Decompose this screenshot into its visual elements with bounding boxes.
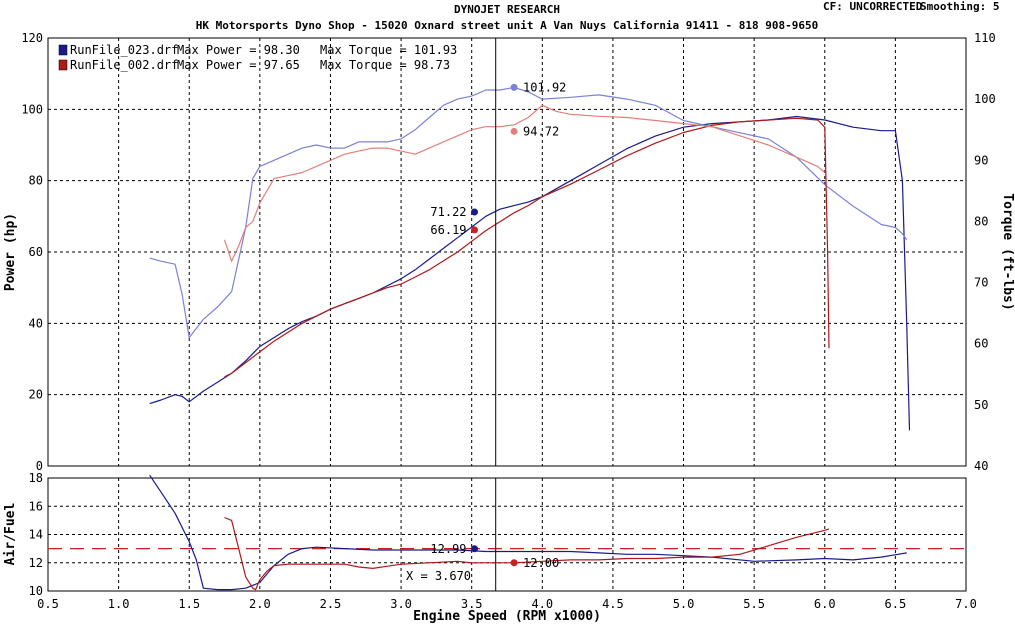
correction-factor: CF: UNCORRECTED — [823, 0, 923, 13]
run002-afr-line — [224, 516, 830, 591]
marker-label: 66.19 — [430, 223, 466, 237]
marker-dot — [510, 559, 518, 567]
run023-afr-line — [149, 474, 907, 591]
legend-swatch-run2 — [58, 59, 68, 71]
y-tick-label-power: 100 — [21, 102, 43, 116]
x-tick-label: 2.0 — [249, 597, 271, 611]
legend-power-run1: Max Power = 98.30 — [177, 43, 300, 57]
y-tick-label-torque: 80 — [974, 214, 988, 228]
legend: RunFile_023.drf Max Power = 98.30 Max To… — [58, 43, 457, 72]
smoothing-label: Smoothing: 5 — [920, 0, 999, 13]
x-tick-label: 6.5 — [885, 597, 907, 611]
marker-label: 94.72 — [523, 124, 559, 138]
y-tick-label-power: 40 — [29, 316, 43, 330]
x-tick-label: 7.0 — [955, 597, 977, 611]
grid-lines — [48, 38, 966, 591]
x-tick-label: 1.0 — [108, 597, 130, 611]
y-tick-label-torque: 110 — [974, 31, 996, 45]
y-tick-label-afr: 12 — [29, 556, 43, 570]
legend-torque-run1: Max Torque = 101.93 — [320, 43, 457, 57]
tick-labels: 0.5 1.0 1.5 2.0 2.5 3.0 3.5 4.0 4.5 5.0 5.5 6.0 6.5 7… — [21, 31, 995, 611]
run023-torque-line — [149, 86, 908, 339]
cursor-readout: X = 3.670 — [406, 569, 471, 583]
y-tick-label-power: 0 — [36, 459, 43, 473]
legend-file-run1: RunFile_023.drf — [70, 43, 178, 57]
y-tick-label-power: 120 — [21, 31, 43, 45]
run002-torque-line — [223, 104, 826, 262]
y-tick-label-torque: 50 — [974, 398, 988, 412]
x-tick-label: 4.0 — [531, 597, 553, 611]
marker-dot — [510, 83, 518, 91]
marker-label: 71.22 — [430, 205, 466, 219]
y-axis-label-power: Power (hp) — [3, 213, 18, 291]
y-tick-label-torque: 40 — [974, 459, 988, 473]
marker-dot — [471, 208, 479, 216]
y-tick-label-afr: 16 — [29, 499, 43, 513]
y-tick-label-torque: 100 — [974, 92, 996, 106]
y-tick-label-afr: 14 — [29, 528, 43, 542]
series-lines — [48, 38, 966, 591]
legend-swatch-run1 — [58, 44, 68, 56]
y-axis-label-afr: Air/Fuel — [3, 503, 18, 566]
x-tick-label: 2.5 — [320, 597, 342, 611]
cursor-markers: 101.92 94.72 71.22 66.19 12.99 12.00 — [430, 80, 566, 569]
marker-dot — [471, 545, 479, 553]
shop-subtitle: HK Motorsports Dyno Shop - 15020 Oxnard … — [196, 19, 819, 32]
x-tick-label: 3.5 — [461, 597, 483, 611]
legend-torque-run2: Max Torque = 98.73 — [320, 58, 450, 72]
legend-power-run2: Max Power = 97.65 — [177, 58, 300, 72]
y-tick-label-power: 60 — [29, 245, 43, 259]
marker-dot — [471, 226, 479, 234]
run023-power-line — [149, 115, 911, 431]
x-tick-label: 1.5 — [178, 597, 200, 611]
marker-label: 12.99 — [430, 542, 466, 556]
x-tick-label: 4.5 — [602, 597, 624, 611]
marker-dot — [510, 127, 518, 135]
y-tick-label-power: 20 — [29, 388, 43, 402]
y-tick-label-power: 80 — [29, 174, 43, 188]
y-axis-label-torque: Torque (ft-lbs) — [1000, 193, 1015, 310]
marker-label: 12.00 — [523, 556, 559, 570]
x-tick-label: 6.0 — [814, 597, 836, 611]
x-tick-label: 0.5 — [37, 597, 59, 611]
y-tick-label-afr: 18 — [29, 471, 43, 485]
y-tick-label-afr: 10 — [29, 584, 43, 598]
x-axis-label: Engine Speed (RPM x1000) — [413, 609, 601, 623]
y-tick-label-torque: 90 — [974, 153, 988, 167]
marker-label: 101.92 — [523, 80, 566, 94]
x-tick-label: 3.0 — [390, 597, 412, 611]
x-tick-label: 5.5 — [743, 597, 765, 611]
y-tick-label-torque: 60 — [974, 337, 988, 351]
y-tick-label-torque: 70 — [974, 276, 988, 290]
company-title: DYNOJET RESEARCH — [454, 3, 560, 16]
legend-file-run2: RunFile_002.drf — [70, 58, 178, 72]
run002-power-line — [224, 117, 830, 378]
x-tick-label: 5.0 — [673, 597, 695, 611]
